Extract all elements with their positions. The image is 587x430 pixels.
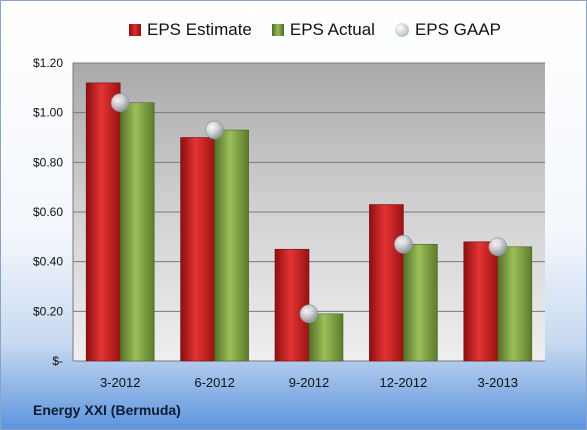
legend-label-estimate: EPS Estimate <box>147 20 252 39</box>
point-eps-gaap <box>299 304 319 324</box>
legend-item-estimate: EPS Estimate <box>129 20 252 40</box>
x-tick-label: 6-2012 <box>194 375 234 390</box>
legend-swatch-actual <box>271 24 284 36</box>
bar-eps-actual <box>214 129 249 362</box>
point-eps-gaap <box>110 93 130 113</box>
bar-eps-actual <box>497 246 533 362</box>
legend-swatch-gaap <box>394 23 409 37</box>
bar-eps-actual <box>119 102 155 362</box>
point-eps-gaap <box>394 234 413 254</box>
legend-item-actual: EPS Actual <box>271 20 375 40</box>
y-tick-label: $1.20 <box>33 56 63 70</box>
point-eps-gaap <box>205 120 224 140</box>
bar-eps-estimate <box>274 248 310 362</box>
bar-eps-actual <box>403 243 438 362</box>
legend-label-gaap: EPS GAAP <box>414 20 501 39</box>
y-tick-label: $0.60 <box>33 205 63 219</box>
legend-label-actual: EPS Actual <box>289 20 375 39</box>
company-name: Energy XXI (Bermuda) <box>33 402 181 418</box>
y-tick-label: $0.20 <box>33 304 63 318</box>
x-tick-label: 12-2012 <box>380 375 428 390</box>
y-tick-label: $0.80 <box>33 155 63 169</box>
bar-eps-estimate <box>463 241 499 362</box>
bar-eps-estimate <box>85 82 121 362</box>
point-eps-gaap <box>488 237 508 257</box>
x-tick-label: 3-2013 <box>478 375 518 390</box>
y-tick-label: $0.40 <box>33 255 63 269</box>
legend-item-gaap: EPS GAAP <box>394 20 501 40</box>
bar-eps-estimate <box>180 137 215 362</box>
bar-eps-actual <box>308 313 344 362</box>
legend: EPS Estimate EPS Actual EPS GAAP <box>129 17 521 43</box>
legend-swatch-estimate <box>129 24 141 36</box>
bar-eps-estimate <box>369 204 404 362</box>
x-tick-label: 3-2012 <box>100 375 140 390</box>
y-tick-label: $1.00 <box>33 106 63 120</box>
x-tick-label: 9-2012 <box>289 375 329 390</box>
y-tick-label: $- <box>52 354 63 368</box>
